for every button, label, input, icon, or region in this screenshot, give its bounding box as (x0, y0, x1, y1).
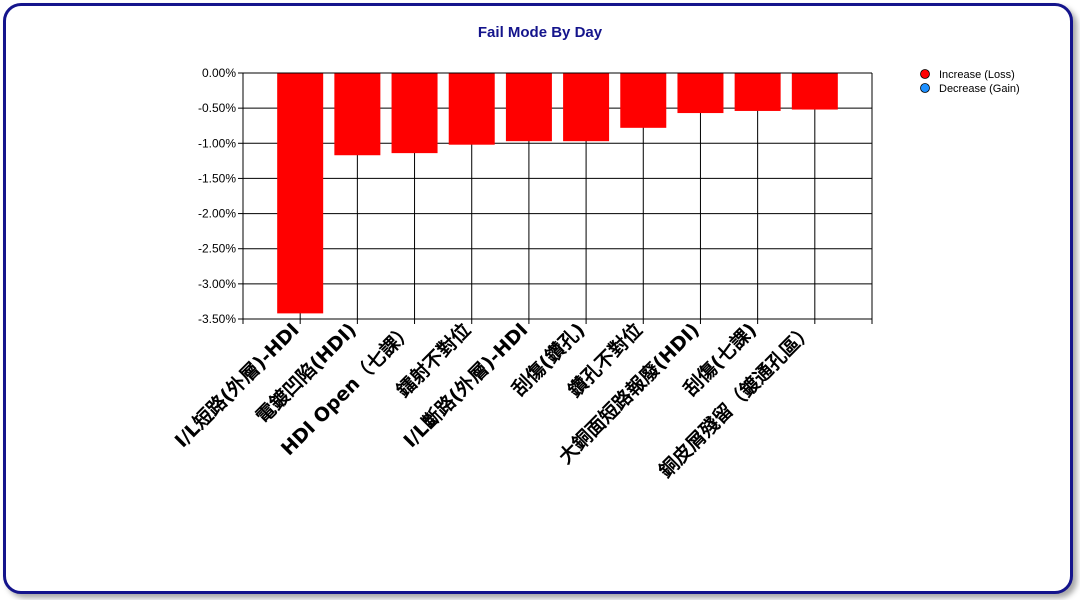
y-tick-label: -2.00% (198, 207, 236, 221)
grid-lines (243, 72, 873, 324)
axes (238, 72, 872, 324)
y-tick-label: -2.50% (198, 242, 236, 256)
legend-label: Decrease (Gain) (939, 83, 1020, 95)
x-category-label: 電鍍凹陷(HDI) (251, 318, 361, 428)
legend-label: Increase (Loss) (939, 69, 1015, 81)
chart-title: Fail Mode By Day (477, 24, 603, 41)
legend: Increase (Loss) Decrease (Gain) (920, 69, 1020, 95)
bar (563, 73, 610, 142)
bar (277, 73, 324, 314)
legend-marker (920, 69, 930, 79)
bar (391, 73, 438, 154)
bar (791, 73, 838, 110)
y-tick-label: -1.00% (198, 136, 236, 150)
bar (505, 73, 552, 142)
y-tick-label: -3.00% (198, 277, 236, 291)
y-tick-label: -3.50% (198, 312, 236, 326)
y-tick-label: -1.50% (198, 171, 236, 185)
y-tick-label: 0.00% (202, 66, 236, 80)
y-tick-label: -0.50% (198, 101, 236, 115)
legend-marker (920, 83, 930, 93)
bar (448, 73, 495, 145)
bar (620, 73, 667, 128)
bar (334, 73, 381, 156)
bars (277, 73, 838, 314)
y-tick-labels: 0.00% -0.50% -1.00% -1.50% -2.00% -2.50% -3.00… (198, 66, 236, 326)
bar (677, 73, 724, 114)
bar (734, 73, 781, 111)
